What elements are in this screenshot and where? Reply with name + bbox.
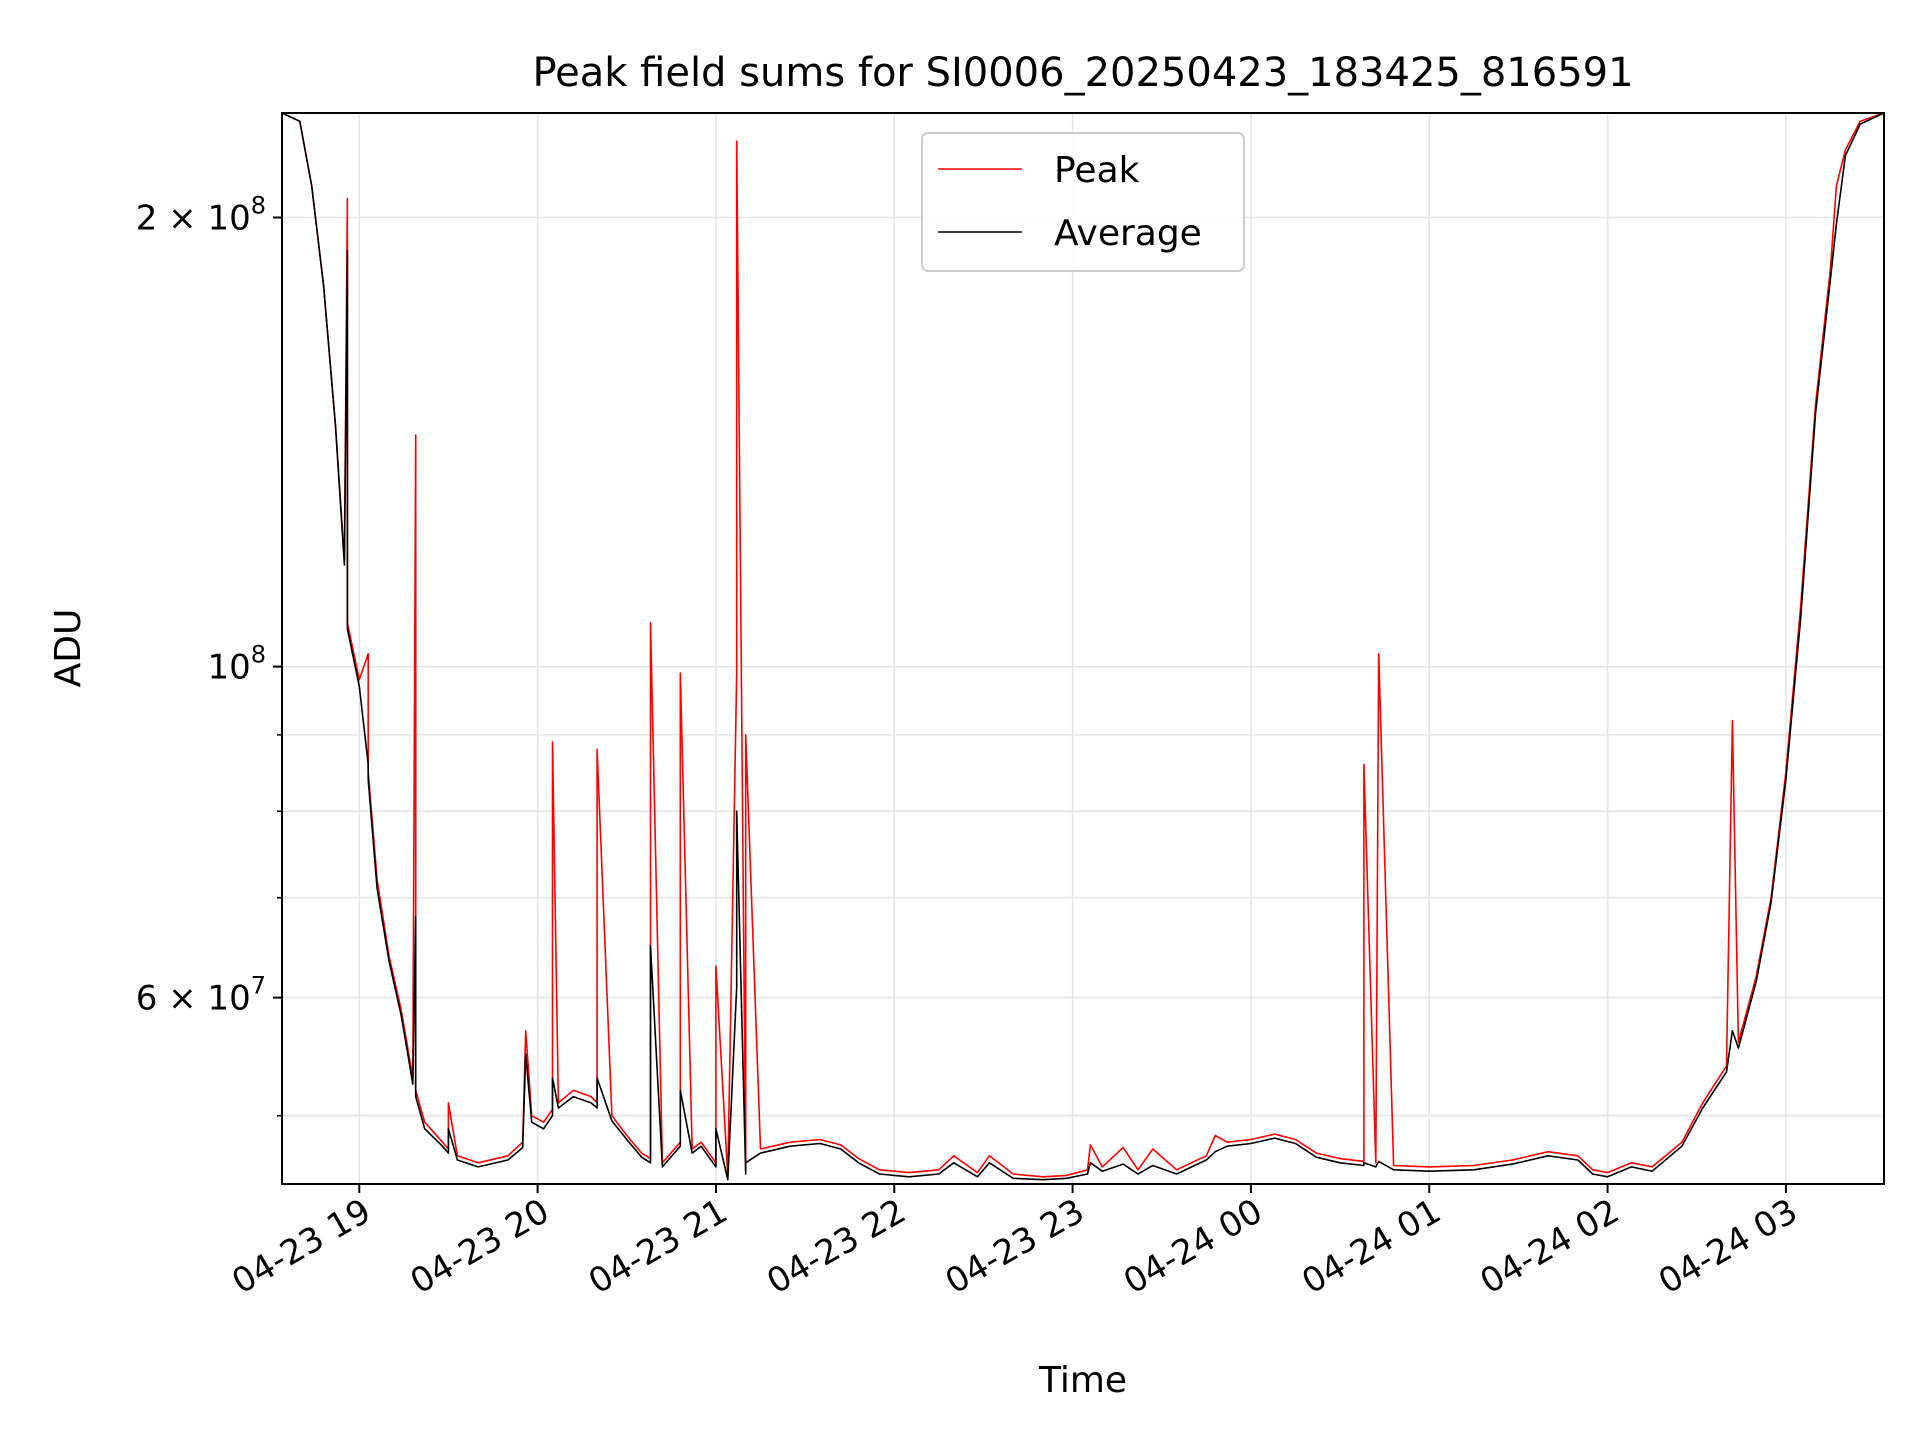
y-tick-label-base: 2 × 10 [136, 198, 251, 238]
legend-box [921, 132, 1245, 272]
y-tick-label-base: 10 [207, 648, 250, 688]
y-tick-label: 6 × 107 [136, 972, 266, 1019]
legend-label-average: Average [1054, 213, 1202, 254]
y-tick-label-exponent: 8 [251, 191, 266, 219]
y-axis-label: ADU [48, 609, 89, 688]
x-axis-label: Time [1038, 1360, 1127, 1401]
y-tick-label-base: 6 × 10 [136, 979, 251, 1019]
y-tick-label-exponent: 8 [251, 641, 266, 669]
series-layer [282, 113, 1884, 1181]
y-tick-label-exponent: 7 [251, 972, 266, 1000]
y-tick-label: 108 [207, 641, 266, 688]
grid [282, 113, 1884, 1184]
series-line-average [282, 113, 1884, 1181]
chart-title: Peak field sums for SI0006_20250423_1834… [532, 50, 1633, 96]
legend-label-peak: Peak [1054, 150, 1140, 191]
plot-frame [281, 112, 1885, 1185]
series-line-peak [282, 113, 1884, 1178]
legend: Peak Average [921, 132, 1245, 272]
y-tick-label: 2 × 108 [136, 191, 266, 238]
